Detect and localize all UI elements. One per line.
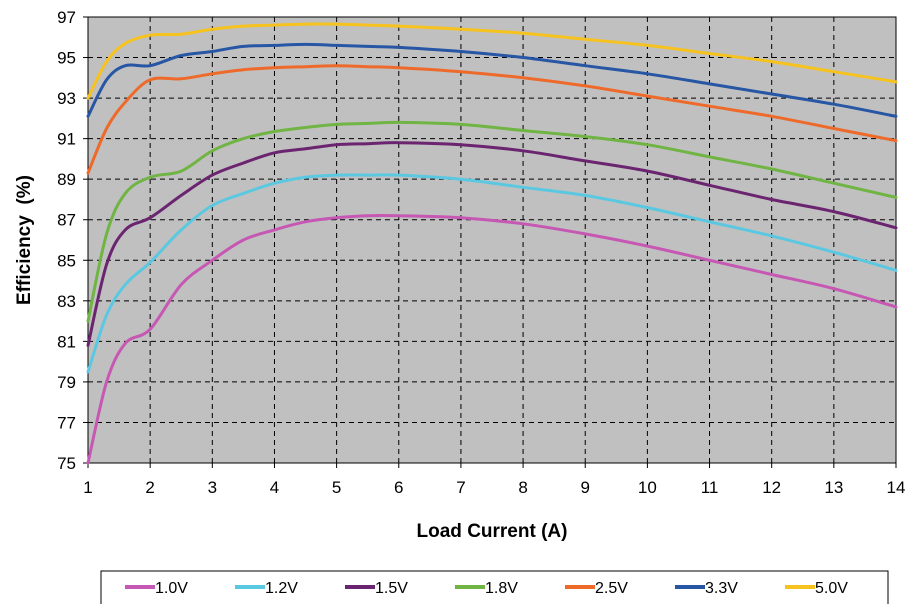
x-tick-label: 14 bbox=[887, 478, 906, 497]
y-tick-label: 85 bbox=[57, 251, 76, 270]
x-tick-label: 9 bbox=[580, 478, 589, 497]
y-axis-title: Efficiency (%) bbox=[14, 175, 35, 305]
y-tick-label: 87 bbox=[57, 211, 76, 230]
y-axis-ticks: 75 77 79 81 83 85 87 89 91 93 95 97 bbox=[57, 8, 88, 473]
x-tick-label: 4 bbox=[270, 478, 279, 497]
x-tick-label: 10 bbox=[638, 478, 657, 497]
legend-label-1.2V: 1.2V bbox=[265, 580, 298, 597]
x-tick-label: 6 bbox=[394, 478, 403, 497]
y-tick-label: 97 bbox=[57, 8, 76, 27]
y-tick-label: 93 bbox=[57, 89, 76, 108]
plot-area bbox=[88, 17, 896, 463]
y-tick-label: 95 bbox=[57, 49, 76, 68]
x-tick-label: 7 bbox=[456, 478, 465, 497]
y-tick-label: 83 bbox=[57, 292, 76, 311]
y-tick-label: 89 bbox=[57, 170, 76, 189]
x-tick-label: 11 bbox=[701, 478, 719, 497]
y-tick-label: 77 bbox=[57, 413, 76, 432]
x-axis-ticks: 1 2 3 4 5 6 7 8 9 10 11 12 13 14 bbox=[83, 463, 905, 497]
legend-label-3.3V: 3.3V bbox=[705, 580, 738, 597]
x-tick-label: 8 bbox=[518, 478, 527, 497]
y-tick-label: 91 bbox=[57, 130, 76, 149]
x-tick-label: 5 bbox=[332, 478, 341, 497]
y-tick-label: 75 bbox=[57, 454, 76, 473]
legend-label-5.0V: 5.0V bbox=[815, 580, 848, 597]
x-tick-label: 12 bbox=[762, 478, 781, 497]
y-tick-label: 79 bbox=[57, 373, 76, 392]
x-tick-label: 2 bbox=[145, 478, 154, 497]
legend-label-2.5V: 2.5V bbox=[595, 580, 628, 597]
y-tick-label: 81 bbox=[57, 332, 76, 351]
x-axis-title: Load Current (A) bbox=[417, 521, 568, 542]
x-tick-label: 3 bbox=[208, 478, 217, 497]
x-tick-label: 13 bbox=[824, 478, 843, 497]
legend-label-1.0V: 1.0V bbox=[155, 580, 188, 597]
x-tick-label: 1 bbox=[83, 478, 92, 497]
legend-label-1.8V: 1.8V bbox=[485, 580, 518, 597]
legend-label-1.5V: 1.5V bbox=[375, 580, 408, 597]
